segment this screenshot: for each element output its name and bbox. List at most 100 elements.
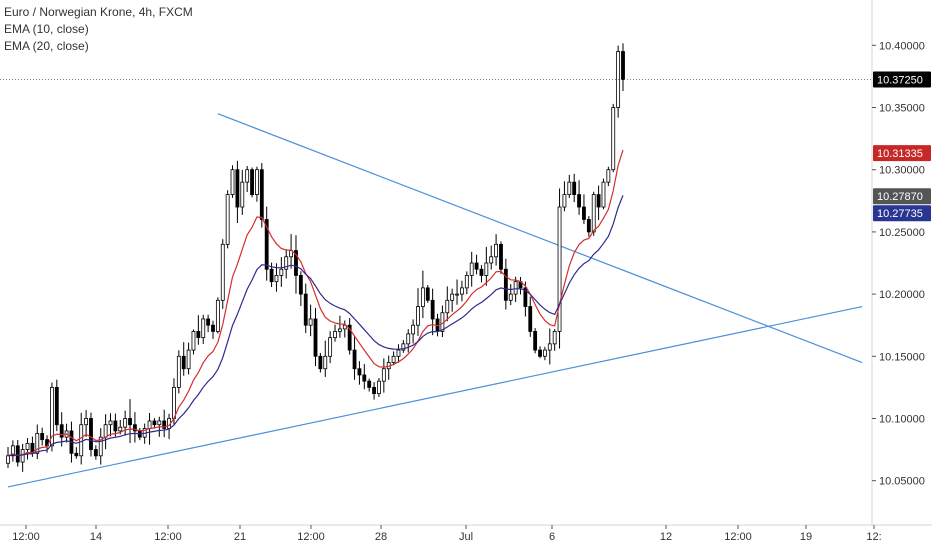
candle [518, 277, 523, 295]
candle-body-up [255, 169, 259, 195]
x-tick-label: 12:00 [724, 531, 752, 543]
candle-body-up [308, 318, 313, 326]
candle [59, 412, 64, 447]
candle-body-up [118, 426, 123, 432]
candle-body-down [347, 324, 352, 351]
candle [337, 315, 342, 338]
candle-body-up [284, 256, 289, 270]
candle-body-down [40, 433, 45, 441]
candle-body-down [523, 287, 528, 307]
candle-body-up [176, 355, 181, 388]
candle-body-down [152, 420, 157, 426]
candle [89, 412, 93, 457]
candle [342, 320, 347, 338]
candle [381, 358, 386, 393]
candle-body-down [357, 368, 362, 376]
candle-body-up [84, 418, 89, 426]
price-tag-box [873, 71, 931, 88]
candle-body-down [264, 219, 269, 270]
candle [494, 234, 499, 266]
price-tag-label: 10.27870 [877, 191, 923, 203]
candle-body-up [10, 445, 15, 457]
candle [308, 304, 313, 337]
candle-body-down [181, 355, 186, 370]
ema10-legend[interactable]: EMA (10, close) [4, 22, 89, 36]
y-tick-label: 10.35000 [879, 103, 925, 115]
last-price-tag: 10.37250 [873, 71, 931, 88]
candle [347, 317, 352, 355]
candle [240, 169, 245, 215]
candle-body-up [191, 331, 196, 351]
candle-body-down [235, 169, 240, 208]
x-tick-label: 6 [549, 531, 555, 543]
ema10-line [7, 149, 624, 457]
candle [93, 445, 98, 460]
price-tag-box [873, 205, 931, 222]
candle [533, 328, 538, 354]
close-price-tag: 10.27870 [873, 188, 931, 205]
candle-body-down [479, 268, 484, 276]
candle-body-down [572, 181, 577, 195]
candle [54, 379, 59, 432]
candles [6, 43, 625, 472]
candle-body-down [577, 194, 581, 208]
x-tick-label: 12 [660, 531, 672, 543]
candle [279, 257, 284, 287]
symbol-title[interactable]: Euro / Norwegian Krone, 4h, FXCM [4, 5, 193, 19]
candle [123, 410, 128, 436]
time-axis[interactable]: 12:00 14 12:00 21 12:00 28 Jul 6 12 12:00 19 12: [0, 524, 932, 543]
ema20-price-tag: 10.27735 [873, 205, 931, 222]
candle [445, 286, 450, 322]
candle [411, 319, 416, 344]
candle-body-down [533, 331, 538, 351]
candle-body-down [54, 386, 59, 426]
candle [128, 399, 132, 444]
candle-body-up [215, 299, 220, 332]
candle-body-up [123, 418, 128, 428]
candle-body-up [401, 343, 406, 351]
candle [191, 329, 196, 355]
y-tick-label: 10.25000 [879, 227, 925, 239]
candle-body-up [201, 318, 206, 339]
candle [132, 412, 137, 443]
ema20-line [7, 195, 624, 457]
candle-body-up [172, 386, 176, 419]
candle-body-up [274, 275, 279, 283]
price-axis[interactable]: 10.40000 10.35000 10.30000 10.25000 10.20000… [871, 0, 925, 525]
candle [79, 412, 84, 465]
candle [201, 314, 206, 344]
candle [611, 103, 616, 173]
candle [162, 409, 167, 438]
candle [542, 346, 547, 361]
candle-body-up [225, 194, 230, 245]
candle-body-up [591, 194, 596, 233]
candle-body-up [220, 243, 225, 301]
candle-body-up [391, 355, 396, 363]
candle-body-up [20, 449, 25, 463]
candle-body-up [547, 343, 552, 351]
candle-body-down [132, 424, 137, 432]
x-tick-label: 28 [375, 531, 387, 543]
candle-body-down [211, 324, 215, 332]
candle [20, 443, 25, 472]
candle [464, 271, 469, 295]
candle [523, 281, 528, 317]
candle [113, 413, 118, 437]
candle [440, 305, 445, 338]
candle-body-down [596, 194, 601, 208]
candle-body-up [513, 281, 518, 295]
ema20-legend[interactable]: EMA (20, close) [4, 39, 89, 53]
candle [50, 382, 54, 452]
candle [255, 166, 259, 202]
candle [367, 378, 372, 392]
candle [386, 355, 391, 380]
candle-body-down [294, 250, 298, 276]
candle [420, 270, 425, 319]
candle [318, 352, 323, 373]
trendlines[interactable] [7, 113, 863, 488]
candle [430, 288, 435, 336]
candle-body-up [450, 293, 455, 301]
y-tick-label: 10.40000 [879, 40, 925, 52]
candle-body-up [489, 256, 494, 264]
